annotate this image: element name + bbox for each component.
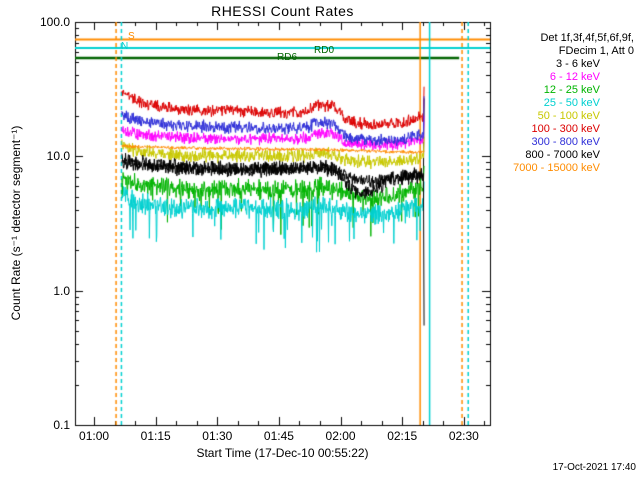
y-tick-label: 1.0 [53, 283, 70, 298]
x-tick-label: 02:00 [325, 429, 356, 443]
legend-header: Det 1f,3f,4f,5f,6f,9f, [540, 32, 634, 44]
legend-entry: 100 - 300 keV [531, 123, 601, 135]
x-tick-label: 02:15 [387, 429, 418, 443]
legend-entry: 3 - 6 keV [555, 58, 600, 70]
y-tick-label: 0.1 [53, 418, 70, 432]
flag-label-n: N [121, 41, 129, 52]
legend-entry: 7000 - 15000 keV [513, 162, 600, 174]
x-tick-label: 01:45 [263, 429, 294, 443]
generation-timestamp: 17-Oct-2021 17:40 [552, 462, 636, 473]
x-tick-label: 01:15 [140, 429, 171, 443]
chart-title: RHESSI Count Rates [211, 3, 354, 19]
y-tick-label: 10.0 [46, 149, 70, 164]
flag-label-rd6: RD6 [277, 52, 298, 63]
legend-entry: 25 - 50 keV [543, 97, 600, 109]
flag-label-rd0: RD0 [314, 45, 335, 56]
x-tick-label: 01:00 [79, 429, 110, 443]
y-tick-label: 100.0 [39, 15, 70, 29]
flag-label-s: S [128, 31, 135, 42]
legend-entry: 300 - 800 keV [531, 136, 601, 148]
x-tick-label: 01:30 [202, 429, 233, 443]
x-axis-label: Start Time (17-Dec-10 00:55:22) [196, 446, 369, 460]
legend-entry: 12 - 25 keV [543, 84, 600, 96]
legend-entry: 50 - 100 keV [537, 110, 600, 122]
legend-entry: 6 - 12 keV [549, 71, 600, 83]
x-tick-label: 02:30 [448, 429, 479, 443]
legend-entry: 800 - 7000 keV [525, 149, 600, 161]
legend-header: FDecim 1, Att 0 [558, 45, 634, 57]
y-axis-label: Count Rate (s⁻¹ detector segment⁻¹) [9, 125, 23, 321]
